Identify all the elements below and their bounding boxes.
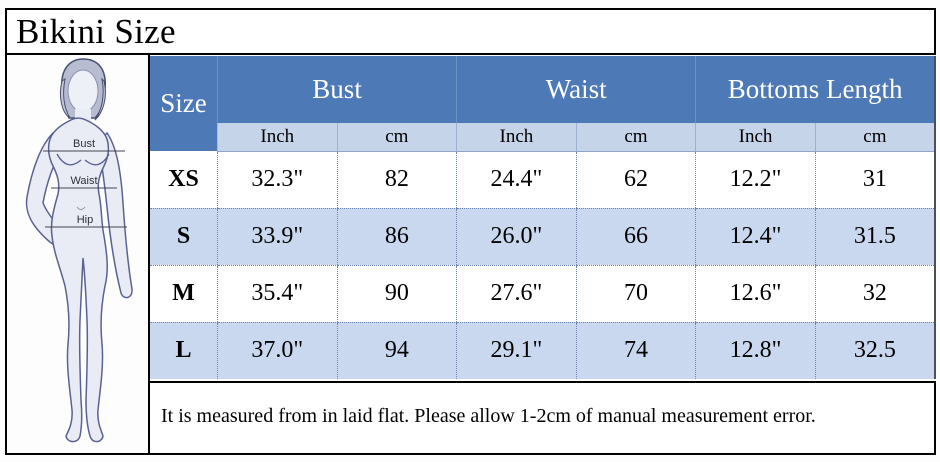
value-cell: 32 — [814, 265, 935, 323]
female-silhouette-illustration: Bust Waist Hip — [25, 58, 133, 443]
content-area: Bust Waist Hip Size Bust Waist Bottoms L… — [5, 53, 936, 455]
value-cell: 29.1" — [456, 322, 577, 379]
unit-header-bottoms-inch: Inch — [695, 123, 816, 152]
column-group-bottoms-length: Bottoms Length — [695, 56, 935, 123]
value-cell: 26.0" — [456, 208, 577, 266]
bust-contour-left — [56, 153, 82, 166]
size-cell: XS — [150, 151, 218, 209]
size-cell: L — [150, 322, 218, 379]
value-cell: 62 — [575, 151, 696, 209]
group-header-row: Size Bust Waist Bottoms Length — [150, 56, 935, 151]
value-cell: 82 — [336, 151, 457, 209]
value-cell: 37.0" — [217, 322, 338, 379]
torso-legs-shape — [47, 117, 110, 443]
bust-contour-right — [84, 153, 110, 166]
column-group-waist: Waist — [456, 56, 696, 123]
value-cell: 12.6" — [695, 265, 816, 323]
table-row-s: S 33.9" 86 26.0" 66 12.4" 31.5 — [150, 208, 935, 266]
value-cell: 12.2" — [695, 151, 816, 209]
value-cell: 12.8" — [695, 322, 816, 379]
size-cell: S — [150, 208, 218, 266]
value-cell: 70 — [575, 265, 696, 323]
value-cell: 24.4" — [456, 151, 577, 209]
value-cell: 27.6" — [456, 265, 577, 323]
unit-header-waist-inch: Inch — [456, 123, 577, 152]
title-bar: Bikini Size — [5, 8, 936, 55]
column-group-bust: Bust — [216, 56, 457, 123]
unit-header-bust-inch: Inch — [217, 123, 338, 152]
size-chart-table: Size Bust Waist Bottoms Length Inch cm I… — [150, 56, 936, 379]
hair-lock-right — [94, 77, 106, 121]
note-text: It is measured from in laid flat. Please… — [161, 404, 816, 427]
value-cell: 94 — [336, 322, 457, 379]
table-row-l: L 37.0" 94 29.1" 74 12.8" 32.5 — [150, 322, 935, 379]
size-cell: M — [150, 265, 218, 323]
value-cell: 32.5 — [814, 322, 935, 379]
unit-header-waist-cm: cm — [575, 123, 696, 152]
value-cell: 32.3" — [217, 151, 338, 209]
table-row-m: M 35.4" 90 27.6" 70 12.6" 32 — [150, 265, 935, 323]
hip-line-label: Hip — [77, 214, 94, 226]
value-cell: 90 — [336, 265, 457, 323]
navel-mark — [76, 206, 86, 210]
value-cell: 31 — [814, 151, 935, 209]
page-title: Bikini Size — [16, 11, 176, 51]
value-cell: 74 — [575, 322, 696, 379]
waist-line-label: Waist — [70, 175, 97, 187]
body-measurement-figure: Bust Waist Hip — [5, 53, 150, 455]
measurement-note-box: It is measured from in laid flat. Please… — [150, 381, 936, 455]
unit-header-bust-cm: cm — [336, 123, 457, 152]
value-cell: 33.9" — [217, 208, 338, 266]
value-cell: 86 — [336, 208, 457, 266]
table-column: Size Bust Waist Bottoms Length Inch cm I… — [150, 53, 936, 455]
unit-header-row: Inch cm Inch cm Inch cm — [150, 123, 935, 152]
face-shape — [67, 69, 99, 113]
bust-line-label: Bust — [73, 138, 95, 150]
left-arm-shape — [25, 131, 68, 247]
right-arm-shape — [96, 131, 133, 299]
value-cell: 12.4" — [695, 208, 816, 266]
column-header-size: Size — [150, 56, 218, 151]
value-cell: 35.4" — [217, 265, 338, 323]
unit-header-bottoms-cm: cm — [814, 123, 935, 152]
value-cell: 66 — [575, 208, 696, 266]
value-cell: 31.5 — [814, 208, 935, 266]
table-row-xs: XS 32.3" 82 24.4" 62 12.2" 31 — [150, 151, 935, 209]
hair-lock-left — [59, 77, 71, 119]
